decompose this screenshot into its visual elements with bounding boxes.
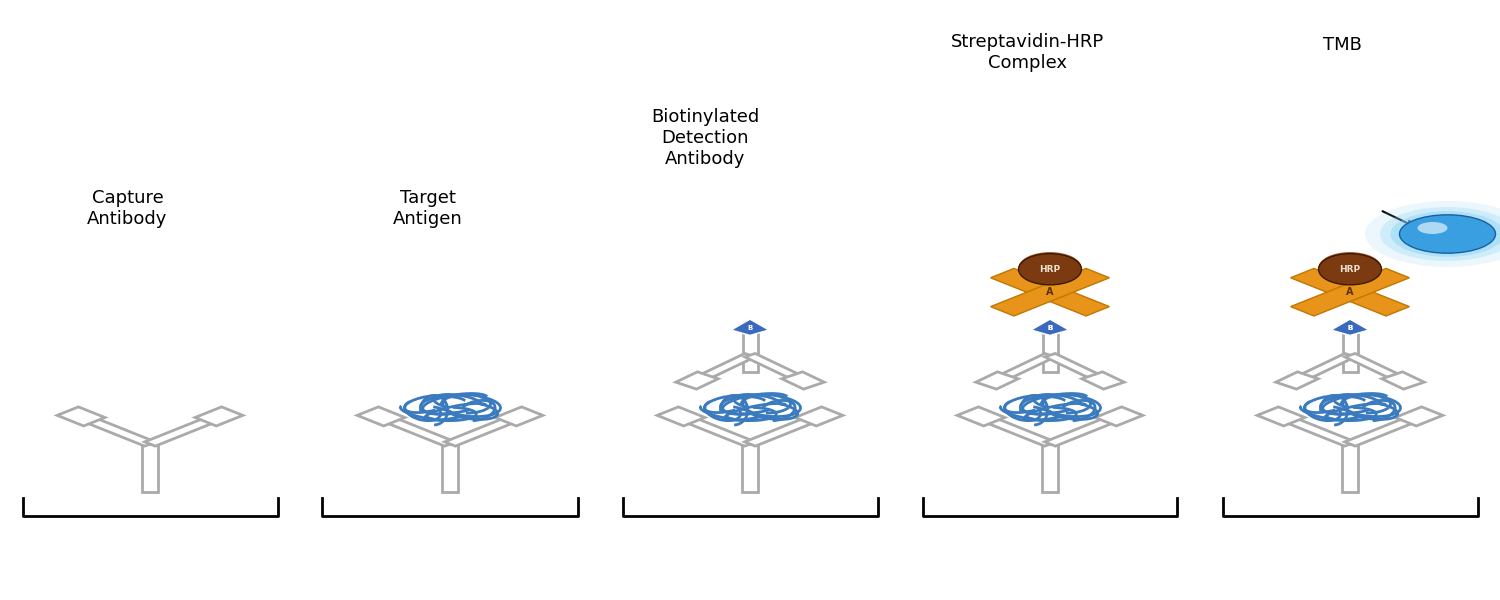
Text: Biotinylated
Detection
Antibody: Biotinylated Detection Antibody — [651, 109, 759, 168]
Polygon shape — [676, 415, 756, 446]
Text: B: B — [1047, 325, 1053, 331]
Text: Target
Antigen: Target Antigen — [393, 189, 462, 228]
Polygon shape — [1290, 268, 1410, 316]
Ellipse shape — [1019, 254, 1082, 285]
Text: Capture
Antibody: Capture Antibody — [87, 189, 168, 228]
Text: B: B — [747, 325, 753, 331]
Ellipse shape — [1324, 255, 1376, 280]
Ellipse shape — [1318, 252, 1382, 283]
Polygon shape — [1344, 415, 1424, 446]
Polygon shape — [1257, 407, 1305, 426]
Circle shape — [1365, 201, 1500, 267]
Polygon shape — [1330, 319, 1370, 335]
Polygon shape — [744, 415, 824, 446]
Polygon shape — [990, 268, 1110, 316]
Polygon shape — [195, 407, 243, 426]
Ellipse shape — [1024, 255, 1075, 280]
Text: A: A — [1047, 287, 1053, 297]
Polygon shape — [57, 407, 105, 426]
Polygon shape — [990, 268, 1110, 316]
Polygon shape — [1346, 353, 1408, 382]
Text: Streptavidin-HRP
Complex: Streptavidin-HRP Complex — [951, 33, 1104, 72]
Polygon shape — [795, 407, 843, 426]
Polygon shape — [1290, 268, 1410, 316]
Polygon shape — [992, 353, 1054, 382]
Bar — [741, 444, 758, 492]
Circle shape — [1380, 207, 1500, 261]
Bar — [742, 330, 758, 372]
Bar — [441, 444, 459, 492]
Polygon shape — [444, 415, 524, 446]
Ellipse shape — [1019, 252, 1082, 283]
Polygon shape — [1292, 353, 1354, 382]
Polygon shape — [976, 415, 1056, 446]
Bar — [1041, 444, 1059, 492]
Bar — [141, 444, 159, 492]
Text: TMB: TMB — [1323, 36, 1362, 54]
Polygon shape — [1276, 372, 1318, 389]
Polygon shape — [495, 407, 543, 426]
Polygon shape — [1095, 407, 1143, 426]
Text: B: B — [1347, 325, 1353, 331]
Circle shape — [1418, 222, 1448, 234]
Polygon shape — [1030, 319, 1069, 335]
Bar — [1042, 330, 1058, 372]
Polygon shape — [657, 407, 705, 426]
Ellipse shape — [1318, 254, 1382, 285]
Polygon shape — [692, 353, 754, 382]
Circle shape — [1390, 211, 1500, 257]
Circle shape — [1400, 215, 1496, 253]
Text: B: B — [1347, 325, 1353, 331]
Polygon shape — [357, 407, 405, 426]
Polygon shape — [1382, 372, 1423, 389]
Polygon shape — [144, 415, 224, 446]
Text: B: B — [1047, 325, 1053, 331]
Polygon shape — [1030, 319, 1069, 335]
Polygon shape — [976, 372, 1018, 389]
Polygon shape — [676, 372, 718, 389]
Polygon shape — [1395, 407, 1443, 426]
Bar — [1342, 330, 1358, 372]
Polygon shape — [1082, 372, 1124, 389]
Polygon shape — [1044, 415, 1124, 446]
Text: A: A — [1347, 287, 1353, 297]
Polygon shape — [782, 372, 824, 389]
Polygon shape — [1046, 353, 1108, 382]
Polygon shape — [1330, 319, 1370, 335]
Polygon shape — [376, 415, 456, 446]
Polygon shape — [1276, 415, 1356, 446]
Text: HRP: HRP — [1340, 265, 1360, 274]
Polygon shape — [76, 415, 156, 446]
Polygon shape — [746, 353, 808, 382]
Ellipse shape — [1330, 259, 1370, 277]
Polygon shape — [730, 319, 770, 335]
Ellipse shape — [1030, 259, 1069, 277]
Bar — [1341, 444, 1359, 492]
Text: HRP: HRP — [1040, 265, 1060, 274]
Polygon shape — [957, 407, 1005, 426]
